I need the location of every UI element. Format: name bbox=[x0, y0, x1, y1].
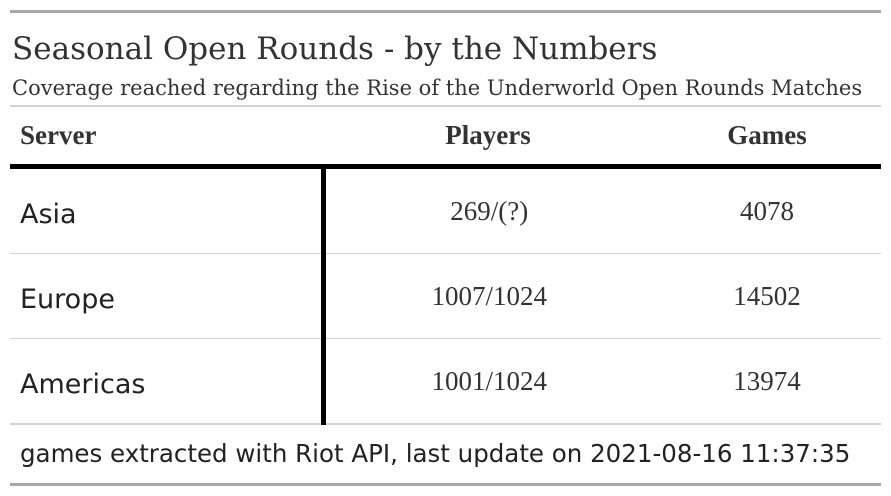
players-cell: 1007/1024 bbox=[323, 253, 653, 339]
table-title: Seasonal Open Rounds - by the Numbers bbox=[12, 31, 658, 67]
column-header-games: Games bbox=[653, 107, 881, 169]
table-footnote: games extracted with Riot API, last upda… bbox=[20, 439, 851, 468]
table-row: Americas 1001/1024 13974 bbox=[10, 338, 881, 425]
games-cell: 13974 bbox=[653, 338, 881, 425]
servers-table: Server Players Games Asia 269/(?) 4078 E… bbox=[10, 107, 881, 425]
games-cell: 14502 bbox=[653, 253, 881, 339]
column-header-server: Server bbox=[10, 107, 323, 169]
summary-table-container: Seasonal Open Rounds - by the Numbers Co… bbox=[10, 10, 881, 486]
server-cell: Europe bbox=[10, 253, 326, 339]
column-header-players: Players bbox=[323, 107, 653, 169]
table-subtitle: Coverage reached regarding the Rise of t… bbox=[10, 68, 881, 107]
players-cell: 269/(?) bbox=[323, 166, 653, 254]
table-row: Asia 269/(?) 4078 bbox=[10, 166, 881, 254]
table-header-row: Server Players Games bbox=[10, 107, 881, 169]
server-cell: Americas bbox=[10, 338, 326, 425]
games-cell: 4078 bbox=[653, 166, 881, 254]
players-cell: 1001/1024 bbox=[323, 338, 653, 425]
server-cell: Asia bbox=[10, 166, 326, 254]
table-row: Europe 1007/1024 14502 bbox=[10, 253, 881, 339]
